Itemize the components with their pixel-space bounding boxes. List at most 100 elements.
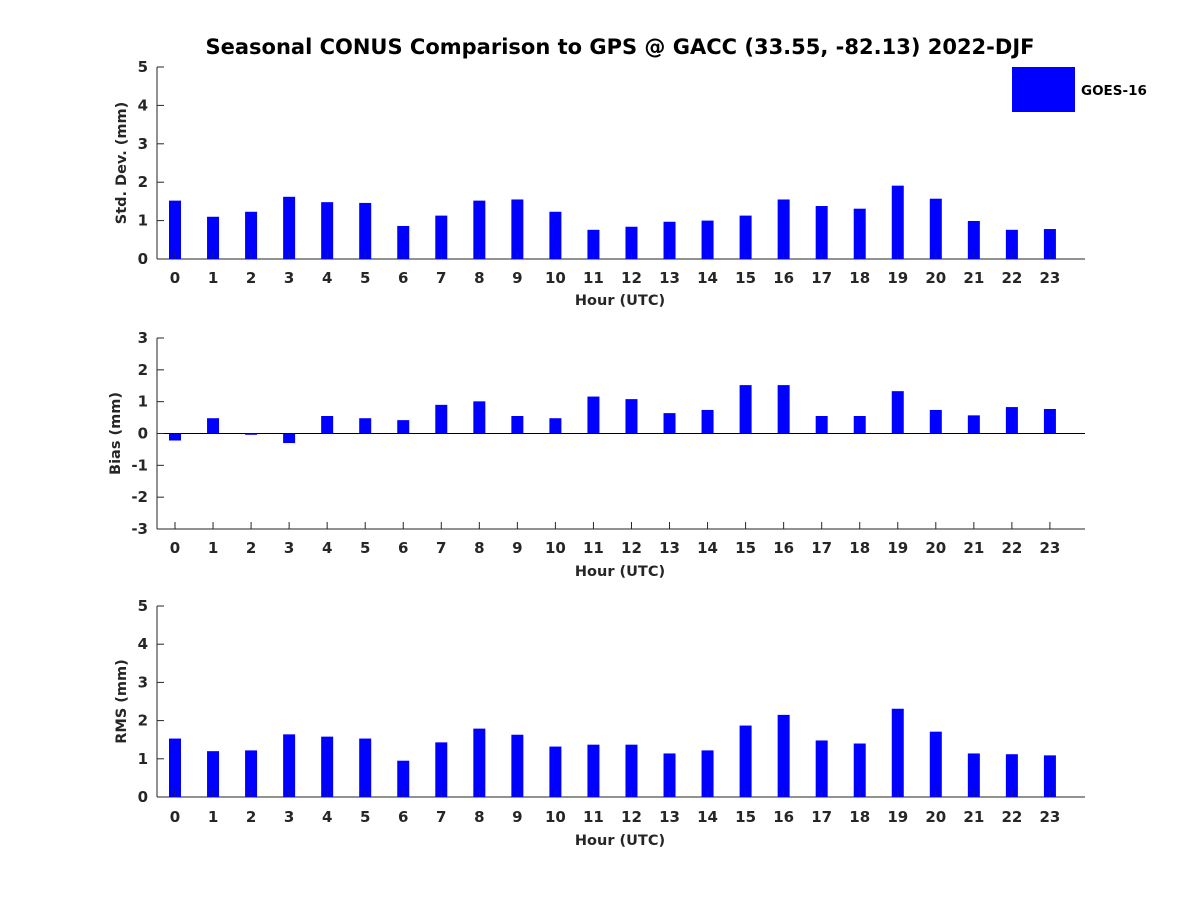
x-tick-label: 9 [512,269,522,287]
x-tick-label: 22 [1001,539,1022,557]
chart-title: Seasonal CONUS Comparison to GPS @ GACC … [206,35,1035,59]
bar [777,714,790,797]
bar [777,199,790,259]
bar [701,750,714,797]
x-tick-label: 10 [545,269,566,287]
x-tick-label: 11 [583,539,604,557]
y-axis-label: Bias (mm) [108,392,124,475]
bar [549,211,562,259]
y-tick-label: 3 [138,329,148,347]
x-tick-label: 0 [170,269,180,287]
y-tick-label: 5 [138,58,148,76]
bar [473,200,486,259]
bar [245,750,258,797]
x-tick-label: 19 [887,539,908,557]
x-tick-label: 23 [1039,269,1060,287]
y-tick-label: 1 [138,393,148,411]
x-tick-label: 14 [697,539,718,557]
bar [283,433,296,444]
bar [587,744,600,797]
bar [815,415,828,434]
x-axis-label: Hour (UTC) [575,833,665,849]
x-tick-label: 19 [887,269,908,287]
bar [625,226,638,259]
bar [663,221,676,259]
x-tick-label: 8 [474,269,484,287]
bar [321,415,334,434]
x-tick-label: 21 [963,269,984,287]
x-tick-label: 18 [849,269,870,287]
x-tick-label: 2 [246,269,256,287]
x-tick-label: 13 [659,808,680,826]
y-axis-label: Std. Dev. (mm) [114,102,130,224]
bar [891,185,904,259]
bar [511,734,524,797]
x-tick-label: 13 [659,539,680,557]
bar [929,731,942,797]
bar [815,206,828,259]
bar [625,399,638,434]
legend-swatch [1012,67,1075,112]
bar [587,229,600,259]
bar [169,200,181,259]
y-tick-label: 2 [138,173,148,191]
bar [815,740,828,797]
bar [891,391,904,434]
bar [207,751,220,797]
x-tick-label: 0 [170,808,180,826]
bar [1005,407,1018,434]
bar [511,199,524,259]
x-tick-label: 14 [697,269,718,287]
bar [1043,408,1056,434]
x-tick-label: 16 [773,539,794,557]
y-tick-label: 0 [138,425,148,443]
x-tick-label: 5 [360,269,370,287]
bar [1005,229,1018,259]
bar [435,404,448,434]
x-tick-label: 8 [474,539,484,557]
x-tick-label: 17 [811,269,832,287]
bar [891,708,904,797]
bar [1043,755,1056,797]
x-tick-label: 16 [773,808,794,826]
bar [321,736,334,797]
y-tick-label: 4 [138,635,148,653]
y-tick-label: 2 [138,361,148,379]
bar [397,225,410,259]
x-tick-label: 3 [284,269,294,287]
x-tick-label: 18 [849,539,870,557]
bar [245,211,258,259]
bar [549,746,562,797]
y-tick-label: 4 [138,96,148,114]
x-tick-label: 13 [659,269,680,287]
x-tick-label: 21 [963,808,984,826]
x-tick-label: 11 [583,269,604,287]
bar [625,744,638,797]
bar [321,202,334,259]
x-tick-label: 12 [621,808,642,826]
bar [283,734,296,797]
bar [1043,229,1056,259]
x-tick-label: 9 [512,808,522,826]
x-tick-label: 20 [925,269,946,287]
bar [929,198,942,259]
bar [739,215,752,259]
y-tick-label: 2 [138,712,148,730]
bar [359,202,372,259]
bar [245,433,258,435]
bar [511,415,524,434]
y-tick-label: 1 [138,750,148,768]
x-tick-label: 7 [436,808,446,826]
legend: GOES-16 [1012,67,1147,112]
legend-label: GOES-16 [1081,83,1147,99]
x-axis-label: Hour (UTC) [575,293,665,309]
bar [207,418,220,434]
x-tick-label: 17 [811,808,832,826]
x-tick-label: 23 [1039,808,1060,826]
y-tick-label: 5 [138,597,148,615]
bar [853,743,866,797]
x-tick-label: 4 [322,269,332,287]
